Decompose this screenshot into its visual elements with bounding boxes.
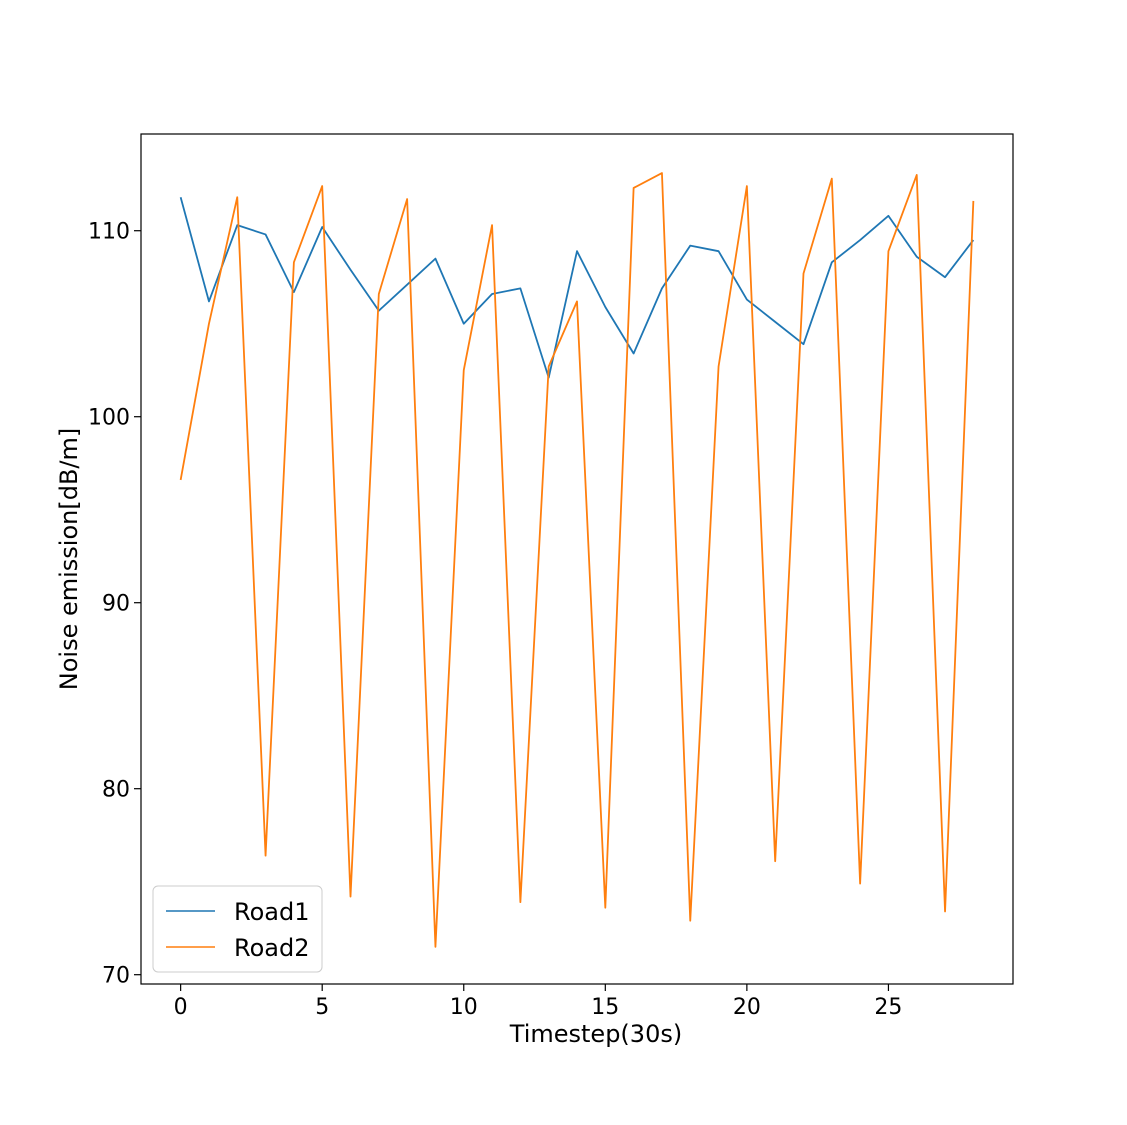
x-tick-label: 0 [174, 995, 188, 1020]
x-axis-ticks: 0 5 10 15 20 25 [174, 984, 902, 1020]
y-tick-label: 100 [88, 406, 130, 431]
y-axis-ticks: 70 80 90 100 110 [88, 220, 141, 989]
x-tick-label: 20 [733, 995, 761, 1020]
legend-label-road2: Road2 [234, 934, 310, 962]
y-axis-label: Noise emission[dB/m] [55, 428, 83, 690]
x-axis-label: Timestep(30s) [509, 1020, 682, 1048]
y-tick-label: 80 [102, 778, 130, 803]
x-tick-label: 10 [450, 995, 478, 1020]
legend: Road1 Road2 [152, 885, 323, 973]
series-line-road2 [179, 172, 975, 948]
y-tick-label: 90 [102, 592, 130, 617]
x-tick-label: 15 [591, 995, 619, 1020]
series-line-road1 [179, 197, 975, 379]
x-tick-label: 5 [315, 995, 329, 1020]
plot-frame [140, 133, 1014, 985]
legend-box [152, 885, 323, 973]
series-layer [179, 172, 975, 948]
x-tick-label: 25 [874, 995, 902, 1020]
legend-label-road1: Road1 [234, 898, 310, 926]
y-tick-label: 110 [88, 220, 130, 245]
y-tick-label: 70 [102, 964, 130, 989]
